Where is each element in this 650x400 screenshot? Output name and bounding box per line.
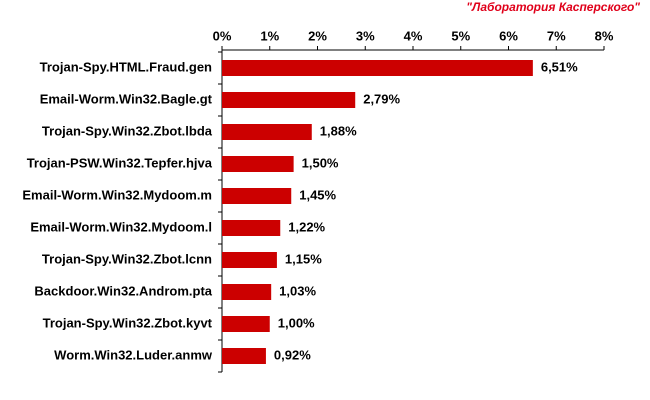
x-tick-label: 4% (404, 28, 423, 43)
value-label: 1,50% (302, 155, 339, 170)
x-tick-label: 6% (499, 28, 518, 43)
bar (222, 188, 292, 204)
bar (222, 220, 281, 236)
x-tick-label: 5% (451, 28, 470, 43)
y-tick-label: Trojan-Spy.Win32.Zbot.kyvt (43, 315, 213, 330)
y-tick-label: Email-Worm.Win32.Mydoom.l (30, 219, 212, 234)
value-label: 1,45% (299, 187, 336, 202)
value-label: 1,88% (320, 123, 357, 138)
annotation: "Лаборатория Касперского" (466, 0, 640, 14)
value-label: 1,22% (288, 219, 325, 234)
value-label: 6,51% (541, 59, 578, 74)
y-tick-label: Trojan-Spy.HTML.Fraud.gen (40, 59, 212, 74)
value-label: 0,92% (274, 347, 311, 362)
x-tick-label: 3% (356, 28, 375, 43)
value-label: 2,79% (363, 91, 400, 106)
y-tick-label: Email-Worm.Win32.Bagle.gt (40, 91, 213, 106)
bar (222, 348, 266, 364)
x-tick-label: 8% (595, 28, 614, 43)
bar (222, 316, 270, 332)
y-tick-label: Backdoor.Win32.Androm.pta (34, 283, 212, 298)
bar (222, 124, 312, 140)
x-tick-label: 2% (308, 28, 327, 43)
x-tick-label: 0% (213, 28, 232, 43)
x-tick-label: 1% (260, 28, 279, 43)
y-tick-label: Trojan-Spy.Win32.Zbot.lcnn (42, 251, 212, 266)
value-label: 1,00% (278, 315, 315, 330)
value-label: 1,15% (285, 251, 322, 266)
x-tick-label: 7% (547, 28, 566, 43)
bar (222, 284, 272, 300)
bar (222, 60, 533, 76)
bar (222, 156, 294, 172)
bar (222, 92, 356, 108)
y-tick-label: Worm.Win32.Luder.anmw (54, 347, 213, 362)
y-tick-label: Email-Worm.Win32.Mydoom.m (22, 187, 212, 202)
value-label: 1,03% (279, 283, 316, 298)
bar (222, 252, 277, 268)
y-tick-label: Trojan-Spy.Win32.Zbot.lbda (42, 123, 213, 138)
y-tick-label: Trojan-PSW.Win32.Tepfer.hjva (27, 155, 213, 170)
